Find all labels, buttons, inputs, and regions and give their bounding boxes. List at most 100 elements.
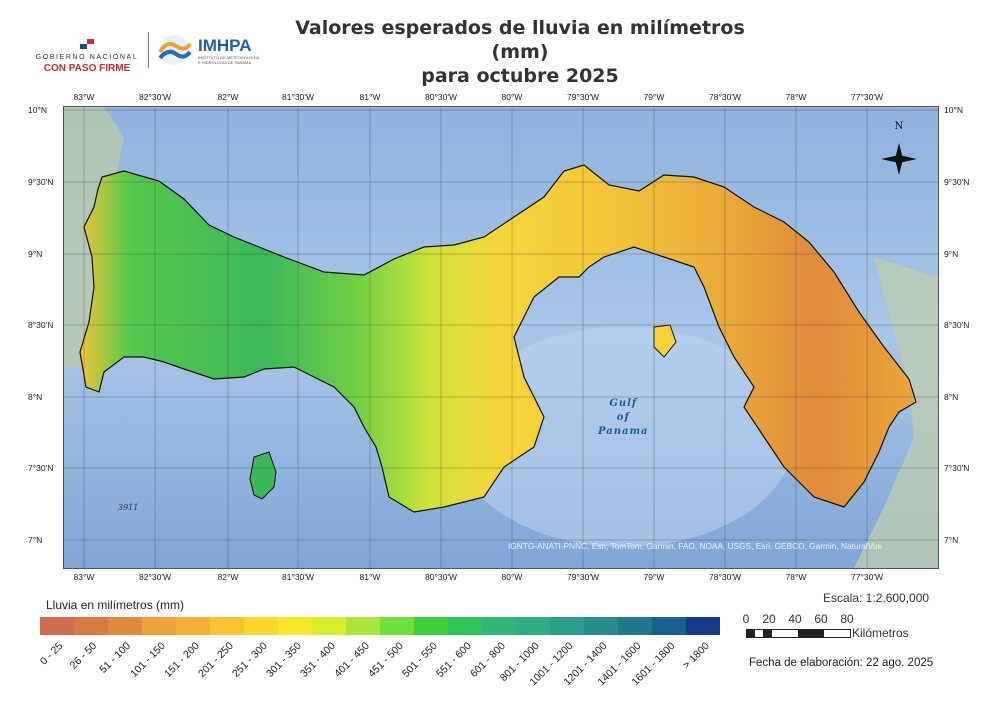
longitude-label: 79°W: [643, 572, 665, 582]
map-canvas: N: [64, 107, 938, 568]
longitude-label: 82°W: [217, 572, 239, 582]
imhpa-logo: IMHPA INSTITUTO DE METEOROLOGÍA E HIDROL…: [154, 32, 264, 68]
colombia-landmass: [854, 257, 938, 568]
legend-swatch: [380, 617, 414, 635]
legend-label: 201 - 250: [195, 640, 236, 680]
gulf-label-line1: Gulf: [609, 398, 638, 409]
scale-text: Escala: 1:2,600,000: [823, 591, 930, 605]
gulf-label-line3: Panama: [598, 426, 649, 437]
gulf-label-line2: of: [616, 412, 630, 423]
graticule: [64, 107, 938, 568]
legend-swatch: [346, 617, 380, 635]
latitude-label: 8°30'N: [944, 320, 970, 330]
legend-label: 26 - 50: [67, 640, 100, 672]
logo-divider: [148, 32, 149, 68]
legend-swatch: [584, 617, 618, 635]
latitude-label: 10°N: [944, 105, 963, 115]
scale-tick-label: 40: [788, 612, 802, 626]
legend-label: 101 - 150: [127, 640, 168, 680]
longitude-label: 81°W: [359, 572, 381, 582]
longitude-label: 80°W: [501, 572, 523, 582]
gobierno-nacional-logo: GOBIERNO NACIONAL CON PASO FIRME: [28, 36, 146, 74]
legend-swatch: [516, 617, 550, 635]
legend-label: 551 - 600: [433, 640, 474, 680]
legend-swatch: [40, 617, 74, 635]
latitude-label: 7°N: [944, 535, 959, 545]
latitude-label: 9°30'N: [28, 177, 54, 187]
longitude-label: 77°30'W: [851, 92, 883, 102]
longitude-label: 81°W: [359, 92, 381, 102]
scale-tick-label: 0: [742, 612, 750, 626]
legend-swatch: [686, 617, 720, 635]
scale-tick-label: 80: [840, 612, 854, 626]
legend-swatch: [74, 617, 108, 635]
depth-label: 3911: [118, 503, 139, 512]
legend-swatch: [244, 617, 278, 635]
longitude-label: 81°30'W: [282, 572, 314, 582]
legend-label: 351 - 400: [297, 640, 338, 680]
longitude-label: 79°W: [643, 92, 665, 102]
legend-title: Lluvia en milímetros (mm): [46, 598, 185, 612]
latitude-label: 7°30'N: [944, 463, 970, 473]
scale-tick-label: 60: [814, 612, 828, 626]
legend-swatch: [108, 617, 142, 635]
gulf-of-panama-label: Gulf of Panama: [598, 397, 649, 439]
legend-swatch: [448, 617, 482, 635]
longitude-label: 83°W: [73, 572, 95, 582]
legend-swatch: [210, 617, 244, 635]
longitude-label: 82°30'W: [139, 92, 171, 102]
longitude-label: 78°30'W: [709, 572, 741, 582]
latitude-label: 9°30'N: [944, 177, 970, 187]
date-of-elaboration: Fecha de elaboración: 22 ago. 2025: [749, 657, 934, 669]
longitude-label: 78°W: [785, 92, 807, 102]
title-line-1: Valores esperados de lluvia en milímetro…: [295, 17, 745, 63]
gob-logo-line1: GOBIERNO NACIONAL: [35, 54, 139, 61]
legend-label: 301 - 350: [263, 640, 304, 680]
latitude-label: 7°30'N: [28, 463, 54, 473]
latitude-label: 9°N: [28, 249, 43, 259]
legend-label: 401 - 450: [331, 640, 372, 680]
longitude-label: 78°30'W: [709, 92, 741, 102]
gob-logo-line2: CON PASO FIRME: [43, 63, 131, 74]
legend-swatch: [176, 617, 210, 635]
legend-swatch: [652, 617, 686, 635]
legend-label: 501 - 550: [399, 640, 440, 680]
legend-swatch: [142, 617, 176, 635]
scale-tick-label: 20: [762, 612, 776, 626]
legend-swatch: [312, 617, 346, 635]
panama-flag-icon: [79, 38, 95, 50]
imhpa-logo-text: IMHPA: [198, 36, 252, 55]
scale-bar: [746, 629, 851, 638]
panama-rainfall-surface: [79, 164, 917, 513]
longitude-label: 78°W: [785, 572, 807, 582]
longitude-label: 80°30'W: [425, 572, 457, 582]
imhpa-wave-icon: [158, 35, 192, 65]
longitude-label: 82°30'W: [139, 572, 171, 582]
legend-label: 251 - 300: [229, 640, 270, 680]
legend-swatch: [482, 617, 516, 635]
gulf-shelf: [454, 327, 794, 547]
island-coiba: [249, 451, 277, 500]
latitude-label: 9°N: [944, 249, 959, 259]
latitude-label: 8°30'N: [28, 320, 54, 330]
latitude-label: 8°N: [944, 392, 959, 402]
rainfall-map: N: [63, 106, 939, 569]
legend-swatch: [618, 617, 652, 635]
latitude-label: 7°N: [28, 535, 43, 545]
legend-label: 451 - 500: [365, 640, 406, 680]
legend-swatch: [550, 617, 584, 635]
latitude-label: 10°N: [28, 105, 47, 115]
north-label: N: [895, 121, 904, 132]
longitude-label: 82°W: [217, 92, 239, 102]
longitude-label: 83°W: [73, 92, 95, 102]
legend-label: 0 - 25: [37, 640, 66, 668]
legend-swatch: [278, 617, 312, 635]
latitude-label: 8°N: [28, 392, 43, 402]
longitude-label: 80°W: [501, 92, 523, 102]
scale-unit: Kilómetros: [852, 626, 909, 640]
legend-label: > 1800: [680, 640, 712, 672]
north-arrow-icon: [881, 143, 917, 175]
legend-swatch: [414, 617, 448, 635]
imhpa-logo-subtitle: INSTITUTO DE METEOROLOGÍA E HIDROLOGÍA D…: [198, 55, 260, 65]
longitude-label: 79°30'W: [567, 92, 599, 102]
